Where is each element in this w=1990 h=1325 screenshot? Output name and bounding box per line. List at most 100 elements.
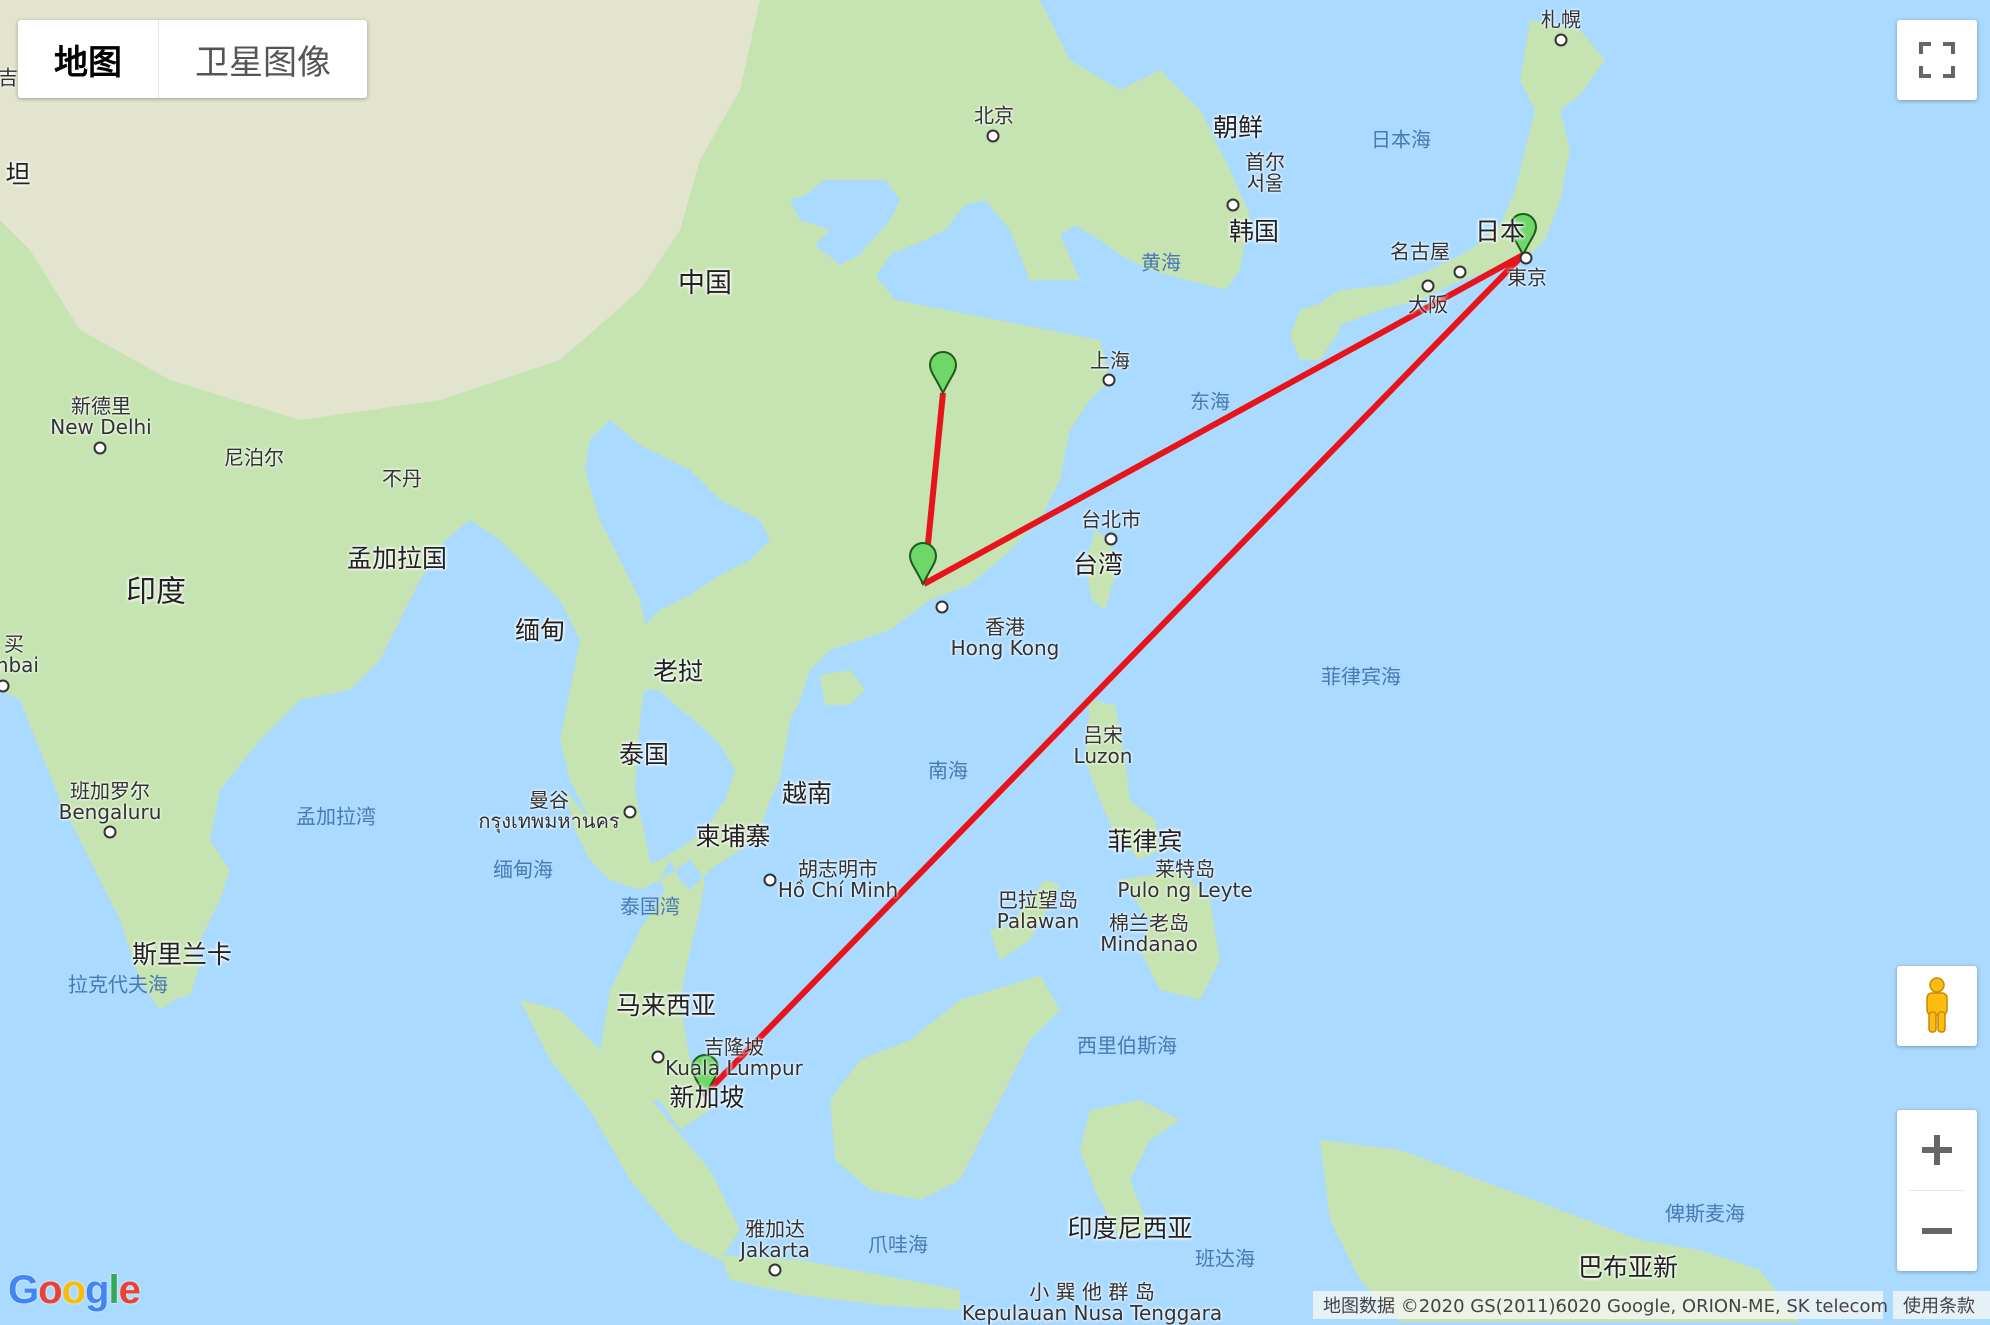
land-sumatra <box>520 1000 740 1260</box>
city-label-hongkong: 香港 Hong Kong <box>950 615 1060 660</box>
country-label-india: 印度 <box>126 574 186 610</box>
route-tokyo-singapore <box>700 252 1526 1099</box>
land-sulawesi <box>1080 1100 1180 1240</box>
city-label-luzon: 吕宋 Luzon <box>1073 723 1133 768</box>
city-label-beijing: 北京 <box>974 103 1014 128</box>
sea-label-celebes: 西里伯斯海 <box>1077 1033 1177 1058</box>
country-label-singapore: 新加坡 <box>669 1082 745 1112</box>
country-label-taiwan: 台湾 <box>1072 549 1124 579</box>
country-label-indonesia: 印度尼西亚 <box>1067 1213 1193 1243</box>
land-palawan <box>990 880 1060 960</box>
city-label-lesser-sunda: 小 巽 他 群 岛 Kepulauan Nusa Tenggara <box>961 1280 1223 1325</box>
relief-himalaya <box>0 0 760 420</box>
sea-label-south: 南海 <box>928 758 968 783</box>
plus-icon <box>1922 1135 1952 1165</box>
country-label-myanmar: 缅甸 <box>514 615 566 645</box>
city-dot-hongkong <box>935 600 949 614</box>
city-dot-bengaluru <box>103 825 117 839</box>
city-label-newdelhi: 新德里 New Delhi <box>50 394 152 439</box>
land-kyushu <box>1290 300 1340 360</box>
attribution-text: 地图数据 ©2020 GS(2011)6020 Google, ORION-ME… <box>1323 1296 1888 1317</box>
land-newguinea <box>1320 1140 1800 1322</box>
marker-tokyo[interactable] <box>1508 213 1538 258</box>
route-guangzhou-tokyo <box>922 252 1525 587</box>
street-view-pegman-button[interactable] <box>1897 966 1977 1046</box>
land-luzon <box>1085 700 1160 860</box>
fullscreen-icon <box>1919 42 1955 78</box>
sea-label-bay-bengal: 孟加拉湾 <box>296 804 376 829</box>
marker-singapore[interactable] <box>690 1054 720 1099</box>
country-label-thailand: 泰国 <box>618 739 670 769</box>
marker-guangzhou[interactable] <box>908 542 938 587</box>
country-label-srilanka: 斯里兰卡 <box>131 939 233 969</box>
fullscreen-button[interactable] <box>1897 20 1977 100</box>
country-label-bhutan: 不丹 <box>382 466 422 491</box>
country-label-vietnam: 越南 <box>781 778 833 808</box>
zoom-control <box>1897 1110 1977 1271</box>
country-label-china: 中国 <box>678 267 732 299</box>
google-logo[interactable]: Google <box>8 1268 141 1312</box>
city-label-osaka: 大阪 <box>1408 292 1448 317</box>
city-label-palawan: 巴拉望岛 Palawan <box>996 888 1080 933</box>
map-type-control: 地图 卫星图像 <box>18 20 367 98</box>
sea-label-philippine: 菲律宾海 <box>1321 664 1401 689</box>
city-dot-sapporo <box>1554 33 1568 47</box>
country-label-korea-n: 朝鲜 <box>1212 112 1264 142</box>
country-label-philippines: 菲律宾 <box>1107 826 1183 856</box>
zoom-divider <box>1909 1190 1965 1191</box>
city-label-mumbai: 买 mbai <box>0 632 39 677</box>
country-label-cambodia: 柬埔寨 <box>695 821 771 851</box>
map-attribution: 地图数据 ©2020 GS(2011)6020 Google, ORION-ME… <box>1313 1291 1888 1319</box>
country-label-korea-s: 韩国 <box>1228 216 1280 246</box>
city-dot-tokyo <box>1519 251 1533 265</box>
city-label-sapporo: 札幌 <box>1541 7 1581 32</box>
zoom-in-button[interactable] <box>1897 1110 1977 1190</box>
city-label-jakarta: 雅加达 Jakarta <box>740 1217 810 1262</box>
sea-label-laccadive: 拉克代夫海 <box>68 972 168 997</box>
zoom-out-button[interactable] <box>1897 1191 1977 1271</box>
city-dot-nagoya <box>1453 265 1467 279</box>
land-hainan <box>820 670 865 705</box>
city-label-bangkok: 曼谷 กรุงเทพมหานคร <box>478 788 620 833</box>
minus-icon <box>1922 1228 1952 1234</box>
terms-text: 使用条款 <box>1903 1296 1975 1317</box>
land-taiwan <box>1085 530 1115 610</box>
city-label-leyte: 莱特岛 Pulo ng Leyte <box>1117 857 1253 902</box>
city-dot-shanghai <box>1102 373 1116 387</box>
sea-label-yellow: 黄海 <box>1141 250 1181 275</box>
sea-label-java: 爪哇海 <box>868 1232 928 1257</box>
country-label-japan: 日本 <box>1474 216 1526 246</box>
sea-label-banda: 班达海 <box>1195 1246 1255 1271</box>
city-dot-kl <box>651 1050 665 1064</box>
city-label-shanghai: 上海 <box>1090 348 1130 373</box>
city-label-kl: 吉隆坡 Kuala Lumpur <box>665 1035 803 1080</box>
sea-label-east: 东海 <box>1190 389 1230 414</box>
city-label-nagoya: 名古屋 <box>1390 239 1450 264</box>
city-dot-bangkok <box>623 805 637 819</box>
map-type-map-button[interactable]: 地图 <box>54 42 122 83</box>
city-dot-seoul <box>1226 198 1240 212</box>
city-label-bengaluru: 班加罗尔 Bengaluru <box>58 779 162 824</box>
map-type-satellite-button[interactable]: 卫星图像 <box>158 20 367 98</box>
city-label-hcmc: 胡志明市 Hồ Chí Minh <box>777 857 899 902</box>
city-dot-jakarta <box>768 1263 782 1277</box>
country-label-nepal: 尼泊尔 <box>224 445 284 470</box>
city-dot-mumbai <box>0 679 10 693</box>
country-label-png: 巴布亚新 <box>1577 1252 1679 1282</box>
sea-label-bismarck: 俾斯麦海 <box>1665 1201 1745 1226</box>
city-label-mindanao: 棉兰老岛 Mindanao <box>1100 911 1198 956</box>
city-dot-osaka <box>1421 279 1435 293</box>
land-mindanao <box>1120 870 1220 1000</box>
marker-chengdu[interactable] <box>928 351 958 396</box>
pegman-icon <box>1926 977 1948 1033</box>
land-srilanka <box>150 920 200 1000</box>
terms-link[interactable]: 使用条款 <box>1893 1291 1990 1319</box>
country-label-laos: 老挝 <box>652 656 704 686</box>
land-borneo <box>830 975 1060 1200</box>
country-label-bangladesh: 孟加拉国 <box>346 543 448 573</box>
city-label-seoul: 首尔 서울 <box>1245 150 1285 195</box>
city-dot-taipei <box>1104 532 1118 546</box>
sea-label-gulf-thailand: 泰国湾 <box>620 894 680 919</box>
city-label-tokyo: 東京 <box>1507 265 1547 290</box>
